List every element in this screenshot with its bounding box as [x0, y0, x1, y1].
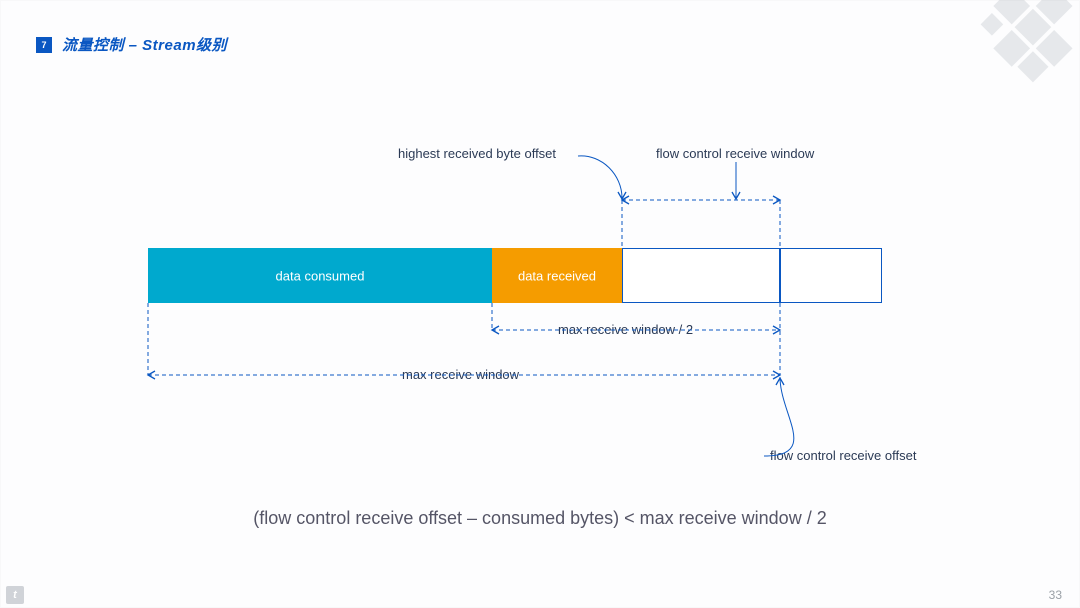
label-max-half: max receive window / 2: [558, 322, 693, 337]
segment-received-label: data received: [518, 268, 596, 283]
segment-flow-window: [622, 248, 780, 303]
page-number: 33: [1049, 588, 1062, 602]
segment-received: data received: [492, 248, 622, 303]
label-max-full: max receive window: [402, 367, 519, 382]
label-flow-window: flow control receive window: [656, 146, 814, 161]
label-flow-offset: flow control receive offset: [770, 448, 916, 463]
label-highest-received: highest received byte offset: [398, 146, 556, 161]
segment-consumed: data consumed: [148, 248, 492, 303]
formula-text: (flow control receive offset – consumed …: [253, 508, 826, 529]
footer-logo-icon: t: [6, 586, 24, 604]
segment-consumed-label: data consumed: [276, 268, 365, 283]
segment-tail: [780, 248, 882, 303]
